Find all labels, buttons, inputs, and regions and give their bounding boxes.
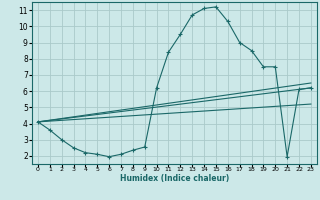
X-axis label: Humidex (Indice chaleur): Humidex (Indice chaleur) [120,174,229,183]
